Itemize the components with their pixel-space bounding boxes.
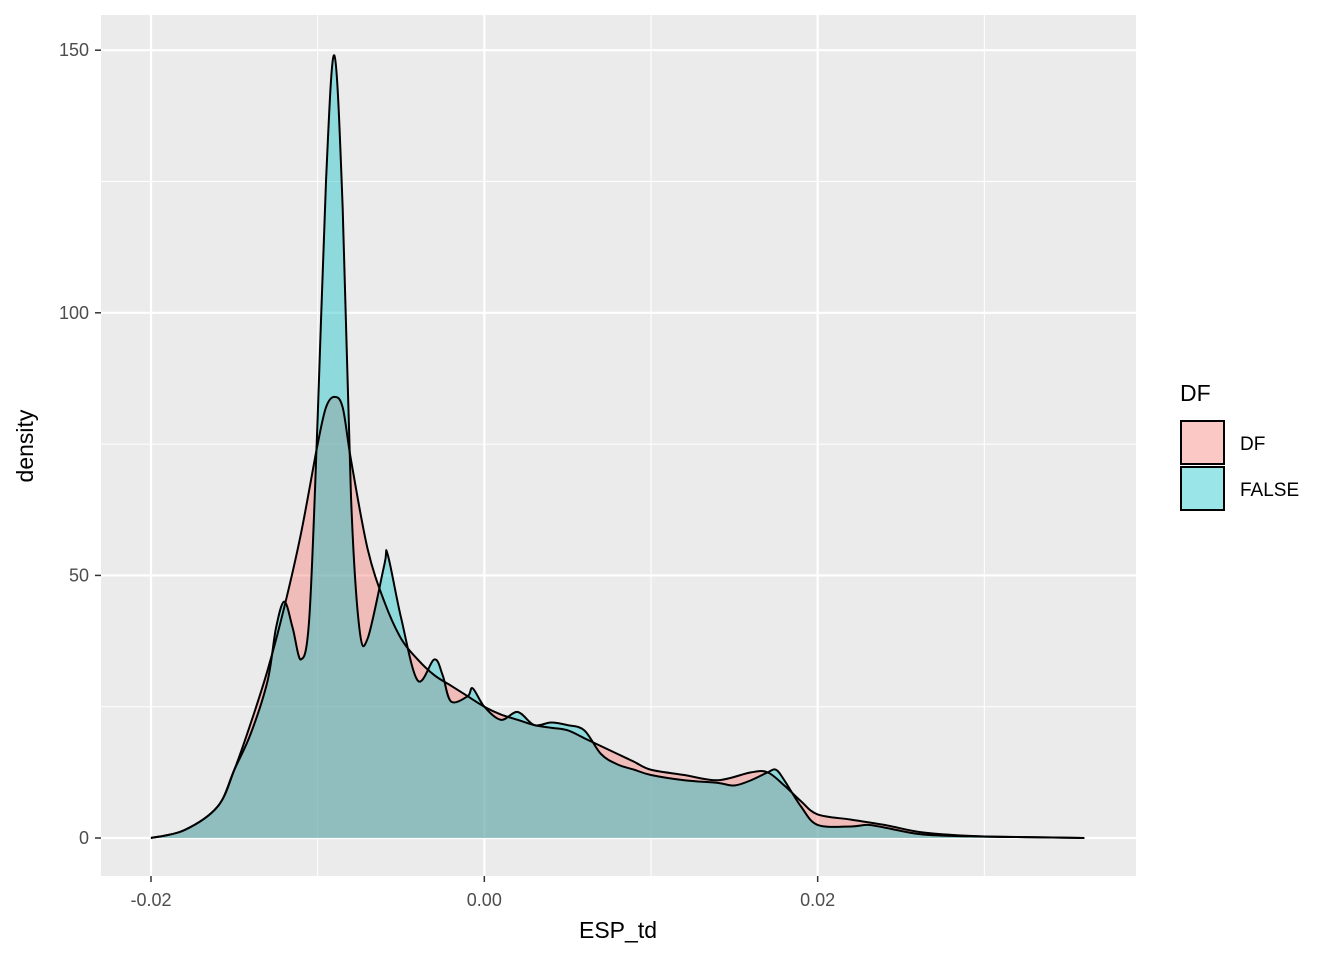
legend-key-bg — [1181, 421, 1224, 464]
y-axis-label: density — [12, 409, 38, 482]
legend-key — [1180, 466, 1225, 511]
y-tick-label: 100 — [59, 303, 89, 323]
x-tick-label: 0.02 — [800, 890, 835, 910]
grid — [101, 15, 1136, 876]
y-tick-label: 50 — [69, 565, 89, 585]
areas — [150, 54, 1085, 840]
legend-key-bg — [1181, 467, 1224, 510]
legend-label: FALSE — [1240, 480, 1299, 501]
y-tick-label: 0 — [79, 828, 89, 848]
density-line — [150, 54, 1085, 840]
x-tick-label: -0.02 — [130, 890, 171, 910]
x-axis-label: ESP_td — [579, 917, 657, 943]
x-tick-label: 0.00 — [467, 890, 502, 910]
density-area — [151, 55, 1085, 839]
legend-label: DF — [1240, 434, 1265, 455]
density-area — [151, 396, 1085, 839]
legend-key — [1180, 420, 1225, 465]
panel-background — [101, 15, 1136, 876]
legend-title: DF — [1180, 380, 1211, 406]
y-tick-label: 150 — [59, 40, 89, 60]
density-line — [150, 395, 1085, 840]
